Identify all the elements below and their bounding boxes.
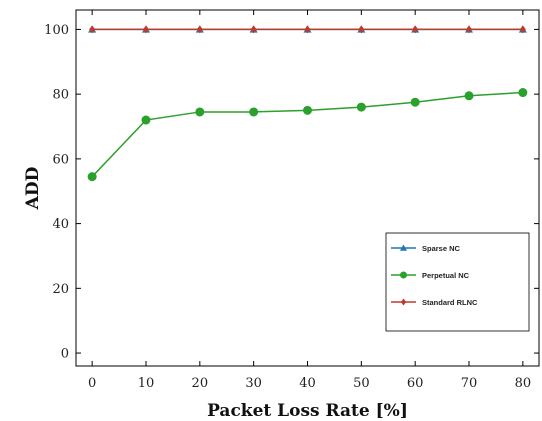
perpetual-nc-point bbox=[518, 88, 527, 97]
perpetual-nc-point bbox=[465, 91, 474, 100]
y-axis-title: ADD bbox=[23, 166, 43, 210]
series-standard-rlnc bbox=[89, 25, 526, 33]
perpetual-nc-point bbox=[411, 98, 420, 107]
perpetual-nc-point bbox=[357, 103, 366, 112]
y-tick-label: 100 bbox=[44, 23, 69, 38]
x-axis-title: Packet Loss Rate [%] bbox=[207, 401, 408, 421]
series-perpetual-nc bbox=[88, 88, 528, 181]
x-tick-label: 40 bbox=[299, 376, 316, 391]
x-tick-label: 60 bbox=[407, 376, 424, 391]
legend-marker bbox=[400, 272, 407, 279]
perpetual-nc-point bbox=[88, 172, 97, 181]
perpetual-nc-point bbox=[249, 107, 258, 116]
legend-label: Standard RLNC bbox=[422, 298, 478, 307]
x-tick-label: 30 bbox=[245, 376, 262, 391]
perpetual-nc-point bbox=[141, 116, 150, 125]
y-tick-label: 40 bbox=[52, 217, 69, 232]
y-tick-label: 0 bbox=[61, 347, 69, 362]
perpetual-nc-point bbox=[195, 107, 204, 116]
legend-label: Sparse NC bbox=[422, 244, 461, 253]
x-tick-label: 10 bbox=[138, 376, 155, 391]
perpetual-nc-line bbox=[92, 93, 523, 177]
y-tick-label: 20 bbox=[52, 282, 69, 297]
y-tick-label: 60 bbox=[52, 152, 69, 167]
legend: Sparse NC Perpetual NC Standard RLNC bbox=[386, 233, 529, 331]
x-axis-ticks: 0 10 20 30 40 50 60 70 80 bbox=[88, 10, 531, 391]
x-tick-label: 20 bbox=[192, 376, 209, 391]
legend-label: Perpetual NC bbox=[422, 271, 470, 280]
y-tick-label: 80 bbox=[52, 88, 69, 103]
x-tick-label: 50 bbox=[353, 376, 370, 391]
series-layer bbox=[88, 25, 528, 181]
x-tick-label: 80 bbox=[515, 376, 532, 391]
x-tick-label: 70 bbox=[461, 376, 478, 391]
x-tick-label: 0 bbox=[88, 376, 96, 391]
perpetual-nc-point bbox=[303, 106, 312, 115]
